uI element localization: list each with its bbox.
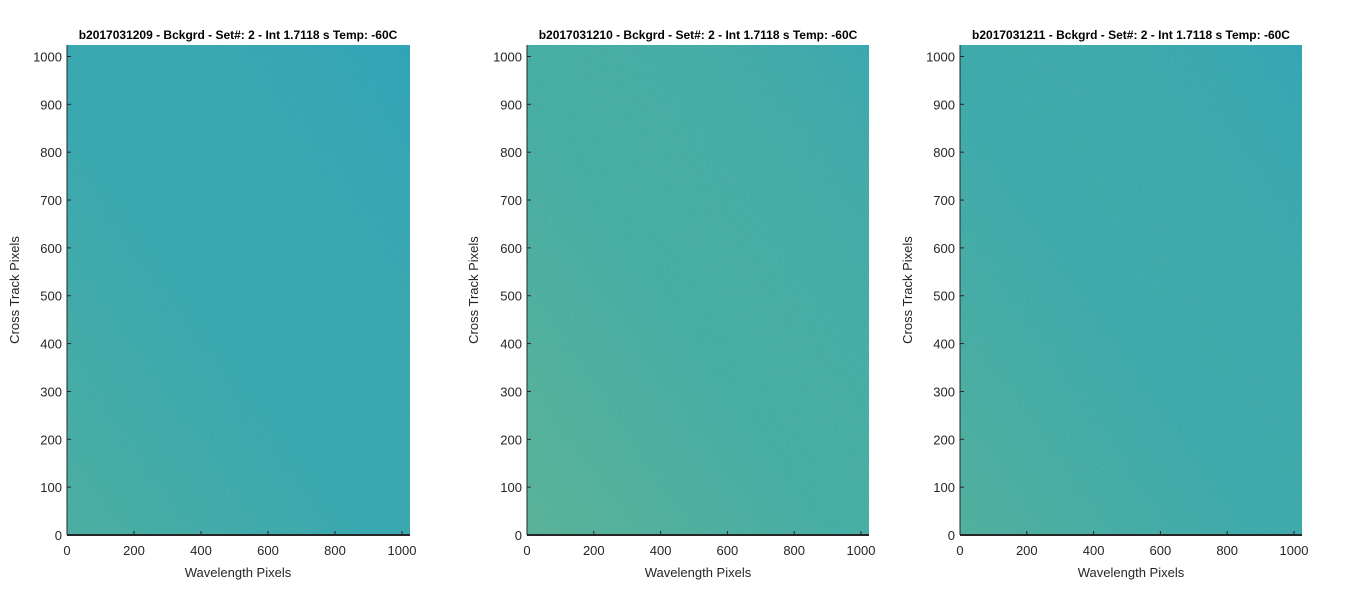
x-tick-label: 600 xyxy=(257,543,279,558)
y-tick-label: 800 xyxy=(40,145,62,160)
y-tick-label: 100 xyxy=(40,480,62,495)
x-tick-label: 1000 xyxy=(1280,543,1309,558)
panel-2: b2017031210 - Bckgrd - Set#: 2 - Int 1.7… xyxy=(466,28,875,580)
panel-1-ylabel: Cross Track Pixels xyxy=(7,236,22,344)
y-tick-label: 800 xyxy=(933,145,955,160)
y-tick-label: 100 xyxy=(933,480,955,495)
panel-3-title: b2017031211 - Bckgrd - Set#: 2 - Int 1.7… xyxy=(972,28,1290,42)
panel-1-axes xyxy=(66,45,410,536)
x-tick-label: 800 xyxy=(1216,543,1238,558)
y-tick-label: 800 xyxy=(500,145,522,160)
panel-1-image-noise xyxy=(67,45,410,535)
y-tick-label: 900 xyxy=(40,97,62,112)
y-tick-label: 400 xyxy=(500,337,522,352)
x-tick-label: 0 xyxy=(523,543,530,558)
panel-1-title: b2017031209 - Bckgrd - Set#: 2 - Int 1.7… xyxy=(79,28,398,42)
y-tick-label: 0 xyxy=(515,528,522,543)
panel-3-axes xyxy=(959,45,1302,536)
x-tick-label: 800 xyxy=(783,543,805,558)
y-tick-label: 600 xyxy=(500,241,522,256)
y-tick-label: 600 xyxy=(933,241,955,256)
panel-1-xlabel: Wavelength Pixels xyxy=(185,565,292,580)
y-tick-label: 900 xyxy=(933,97,955,112)
x-tick-label: 200 xyxy=(123,543,145,558)
panel-2-x-ticks: 0 200 400 600 800 1000 xyxy=(523,531,875,558)
y-tick-label: 1000 xyxy=(926,49,955,64)
panel-3-ylabel: Cross Track Pixels xyxy=(900,236,915,344)
panel-3-xlabel: Wavelength Pixels xyxy=(1078,565,1185,580)
x-tick-label: 1000 xyxy=(847,543,876,558)
y-tick-label: 500 xyxy=(40,289,62,304)
panel-2-ylabel: Cross Track Pixels xyxy=(466,236,481,344)
panel-3: b2017031211 - Bckgrd - Set#: 2 - Int 1.7… xyxy=(900,28,1308,580)
y-tick-label: 700 xyxy=(40,193,62,208)
y-tick-label: 100 xyxy=(500,480,522,495)
panel-1-y-ticks: 0 100 200 300 400 500 600 700 800 900 1000 xyxy=(33,49,71,543)
y-tick-label: 900 xyxy=(500,97,522,112)
x-tick-label: 400 xyxy=(650,543,672,558)
x-tick-label: 600 xyxy=(717,543,739,558)
panel-2-image-noise xyxy=(527,45,869,535)
x-tick-label: 600 xyxy=(1150,543,1172,558)
panel-3-image-noise xyxy=(960,45,1302,535)
y-tick-label: 300 xyxy=(500,384,522,399)
y-tick-label: 1000 xyxy=(33,49,62,64)
y-tick-label: 1000 xyxy=(493,49,522,64)
panel-2-title: b2017031210 - Bckgrd - Set#: 2 - Int 1.7… xyxy=(539,28,858,42)
x-tick-label: 400 xyxy=(1083,543,1105,558)
x-tick-label: 800 xyxy=(324,543,346,558)
x-tick-label: 0 xyxy=(956,543,963,558)
y-tick-label: 300 xyxy=(40,384,62,399)
y-tick-label: 400 xyxy=(40,337,62,352)
y-tick-label: 500 xyxy=(500,289,522,304)
y-tick-label: 200 xyxy=(40,432,62,447)
x-tick-label: 0 xyxy=(63,543,70,558)
panel-3-y-ticks: 0 100 200 300 400 500 600 700 800 900 1000 xyxy=(926,49,964,543)
x-tick-label: 1000 xyxy=(388,543,417,558)
panel-1: b2017031209 - Bckgrd - Set#: 2 - Int 1.7… xyxy=(7,28,416,580)
y-tick-label: 200 xyxy=(933,432,955,447)
x-tick-label: 400 xyxy=(190,543,212,558)
panel-1-x-ticks: 0 200 400 600 800 1000 xyxy=(63,531,416,558)
panel-2-y-ticks: 0 100 200 300 400 500 600 700 800 900 1000 xyxy=(493,49,531,543)
y-tick-label: 200 xyxy=(500,432,522,447)
y-tick-label: 700 xyxy=(933,193,955,208)
panel-2-axes xyxy=(526,45,869,536)
y-tick-label: 0 xyxy=(948,528,955,543)
y-tick-label: 700 xyxy=(500,193,522,208)
panel-2-xlabel: Wavelength Pixels xyxy=(645,565,752,580)
y-tick-label: 300 xyxy=(933,384,955,399)
x-tick-label: 200 xyxy=(1016,543,1038,558)
x-tick-label: 200 xyxy=(583,543,605,558)
y-tick-label: 400 xyxy=(933,337,955,352)
y-tick-label: 0 xyxy=(55,528,62,543)
y-tick-label: 600 xyxy=(40,241,62,256)
y-tick-label: 500 xyxy=(933,289,955,304)
panel-3-x-ticks: 0 200 400 600 800 1000 xyxy=(956,531,1308,558)
